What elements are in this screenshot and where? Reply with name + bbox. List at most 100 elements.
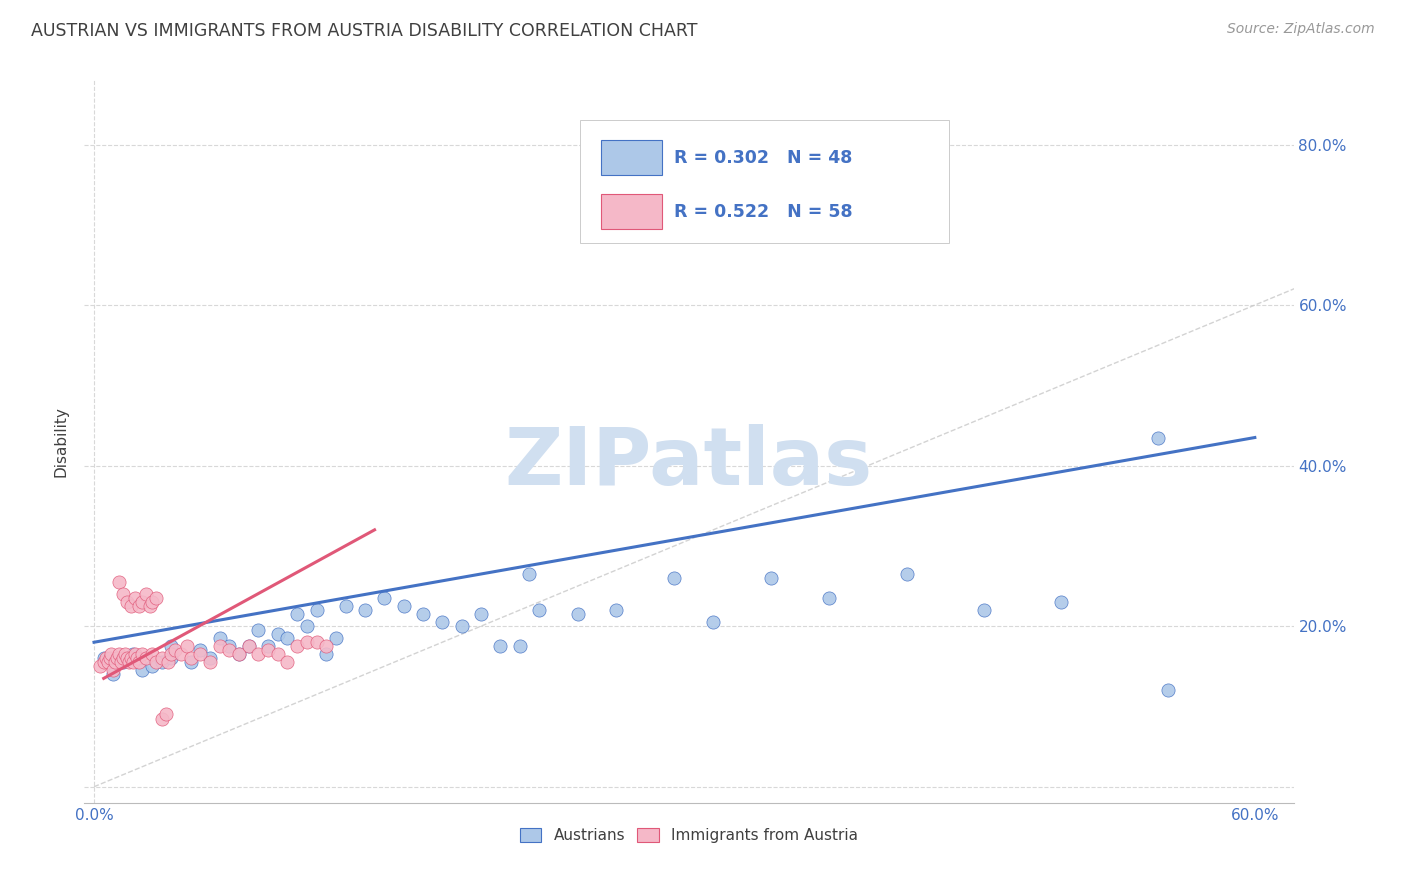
Text: AUSTRIAN VS IMMIGRANTS FROM AUSTRIA DISABILITY CORRELATION CHART: AUSTRIAN VS IMMIGRANTS FROM AUSTRIA DISA…	[31, 22, 697, 40]
Point	[267, 627, 290, 641]
Point	[373, 591, 395, 606]
Point	[517, 567, 540, 582]
Point	[354, 603, 377, 617]
Point	[190, 648, 212, 662]
Point	[94, 651, 117, 665]
Point	[135, 587, 157, 601]
Point	[97, 655, 120, 669]
Point	[285, 607, 308, 621]
Point	[257, 643, 280, 657]
Point	[160, 651, 183, 665]
Point	[170, 648, 193, 662]
Legend: Austrians, Immigrants from Austria: Austrians, Immigrants from Austria	[513, 822, 865, 849]
Point	[325, 632, 347, 646]
Point	[257, 639, 280, 653]
Point	[180, 655, 202, 669]
Point	[208, 632, 231, 646]
Point	[160, 648, 183, 662]
Point	[145, 591, 167, 606]
Point	[124, 591, 146, 606]
Point	[470, 607, 492, 621]
Point	[115, 651, 138, 665]
Point	[305, 603, 328, 617]
Point	[112, 651, 135, 665]
Point	[198, 651, 221, 665]
Point	[100, 648, 122, 662]
Point	[818, 591, 841, 606]
Point	[228, 648, 250, 662]
Point	[973, 603, 995, 617]
Point	[108, 648, 131, 662]
Point	[208, 639, 231, 653]
Point	[295, 619, 318, 633]
Point	[150, 712, 173, 726]
Point	[238, 639, 260, 653]
FancyBboxPatch shape	[600, 140, 662, 175]
Point	[112, 587, 135, 601]
Point	[160, 639, 183, 653]
Point	[238, 639, 260, 653]
Point	[150, 651, 173, 665]
Point	[128, 655, 150, 669]
Point	[315, 639, 337, 653]
Point	[155, 707, 177, 722]
Point	[247, 648, 270, 662]
Point	[285, 639, 308, 653]
Point	[759, 571, 782, 585]
Point	[120, 599, 142, 614]
Point	[1157, 683, 1180, 698]
Point	[176, 639, 198, 653]
Point	[276, 655, 298, 669]
Text: ZIPatlas: ZIPatlas	[505, 425, 873, 502]
Text: Source: ZipAtlas.com: Source: ZipAtlas.com	[1227, 22, 1375, 37]
Point	[527, 603, 550, 617]
Point	[156, 655, 179, 669]
Point	[108, 574, 131, 589]
FancyBboxPatch shape	[581, 120, 949, 243]
Point	[305, 635, 328, 649]
Point	[121, 648, 143, 662]
Point	[1147, 430, 1170, 444]
Point	[1050, 595, 1073, 609]
Point	[131, 648, 153, 662]
Point	[247, 623, 270, 637]
FancyBboxPatch shape	[600, 194, 662, 229]
Point	[120, 651, 142, 665]
Point	[89, 659, 111, 673]
Text: R = 0.302   N = 48: R = 0.302 N = 48	[675, 149, 853, 167]
Point	[896, 567, 918, 582]
Point	[218, 639, 240, 653]
Point	[121, 655, 143, 669]
Point	[139, 599, 162, 614]
Point	[141, 659, 163, 673]
Point	[110, 655, 132, 669]
Point	[93, 651, 115, 665]
Point	[115, 595, 138, 609]
Point	[267, 648, 290, 662]
Point	[104, 655, 127, 669]
Point	[276, 632, 298, 646]
Point	[567, 607, 589, 621]
Point	[190, 643, 212, 657]
Point	[103, 664, 125, 678]
Point	[432, 615, 454, 630]
Point	[218, 643, 240, 657]
Point	[335, 599, 357, 614]
Point	[392, 599, 415, 614]
Y-axis label: Disability: Disability	[53, 406, 69, 477]
Point	[605, 603, 627, 617]
Point	[165, 643, 187, 657]
Point	[412, 607, 434, 621]
Point	[702, 615, 724, 630]
Point	[150, 655, 173, 669]
Point	[141, 648, 163, 662]
Text: R = 0.522   N = 58: R = 0.522 N = 58	[675, 202, 853, 221]
Point	[125, 651, 148, 665]
Point	[114, 648, 136, 662]
Point	[131, 595, 153, 609]
Point	[295, 635, 318, 649]
Point	[103, 667, 125, 681]
Point	[180, 651, 202, 665]
Point	[489, 639, 512, 653]
Point	[93, 655, 115, 669]
